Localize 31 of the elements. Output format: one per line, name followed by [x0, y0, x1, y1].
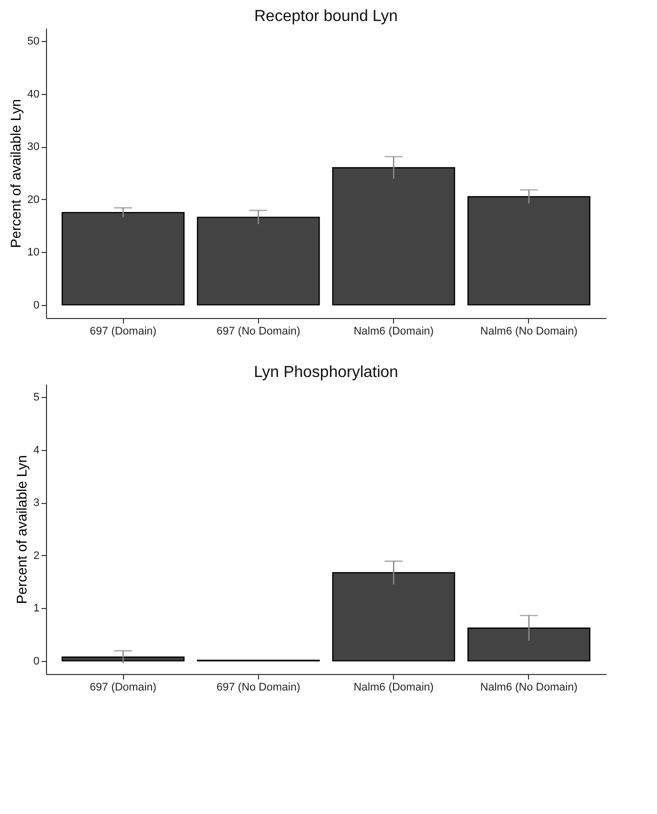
- y-tick-label: 1: [33, 602, 40, 615]
- x-tick-label: 697 (Domain): [90, 682, 156, 694]
- chart-title: Receptor bound Lyn: [254, 8, 398, 25]
- y-tick-label: 4: [33, 444, 40, 456]
- y-tick-label: 5: [33, 392, 40, 404]
- y-tick-label: 20: [27, 194, 40, 206]
- y-tick-label: 30: [27, 141, 40, 154]
- bar: [196, 216, 320, 306]
- x-tick-label: Nalm6 (Domain): [354, 326, 434, 338]
- y-tick-label: 3: [33, 497, 40, 510]
- y-tick-label: 0: [33, 299, 40, 312]
- x-tick-label: 697 (Domain): [90, 326, 156, 338]
- y-tick-label: 50: [27, 36, 40, 48]
- y-tick-label: 2: [33, 550, 40, 562]
- x-tick-label: Nalm6 (Domain): [354, 682, 434, 694]
- x-tick-label: 697 (No Domain): [216, 682, 300, 694]
- bar: [332, 572, 456, 662]
- bar: [62, 212, 185, 306]
- x-tick-label: 697 (No Domain): [216, 326, 300, 338]
- x-tick-label: Nalm6 (No Domain): [480, 326, 578, 338]
- y-tick-label: 10: [27, 246, 40, 259]
- y-axis-title: Percent of available Lyn: [7, 99, 24, 248]
- y-tick-label: 0: [33, 655, 40, 668]
- chart-title: Lyn Phosphorylation: [254, 364, 398, 381]
- bar: [332, 167, 456, 306]
- bar: [467, 196, 590, 306]
- bar: [467, 628, 590, 662]
- x-tick-label: Nalm6 (No Domain): [480, 682, 578, 694]
- bar: [62, 656, 185, 662]
- y-axis-title: Percent of available Lyn: [13, 455, 30, 604]
- y-tick-label: 40: [27, 88, 40, 100]
